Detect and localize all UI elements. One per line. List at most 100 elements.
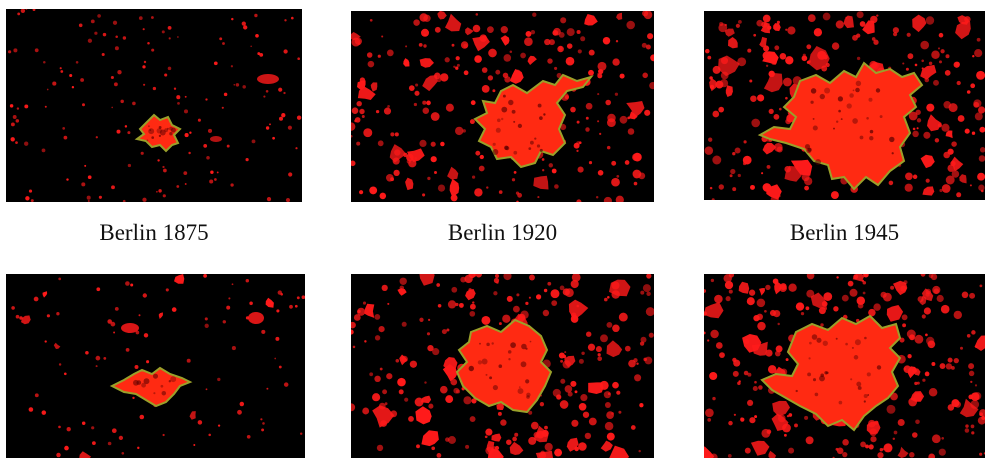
urban-area-map-1945	[704, 11, 985, 200]
settlement-dot	[630, 425, 636, 430]
settlement-dot	[41, 148, 46, 153]
settlement-dot	[565, 56, 575, 66]
settlement-dot	[979, 147, 985, 153]
settlement-cluster	[974, 335, 985, 351]
city-core-texture	[146, 125, 176, 142]
settlement-dot	[354, 37, 362, 45]
settlement-dot	[785, 28, 788, 31]
settlement-dot	[645, 307, 654, 317]
settlement-dot	[294, 304, 298, 308]
settlement-dot	[649, 81, 654, 90]
settlement-dot	[8, 50, 12, 54]
settlement-dot	[938, 32, 944, 38]
settlement-dot	[542, 309, 550, 317]
scattered-settlements	[8, 9, 302, 202]
settlement-dot	[865, 444, 869, 449]
settlement-dot	[445, 395, 454, 404]
settlement-dot	[32, 9, 36, 12]
core-gap	[501, 106, 508, 113]
settlement-dot	[386, 373, 393, 380]
settlement-dot	[804, 177, 813, 186]
settlement-dot	[977, 172, 985, 181]
settlement-dot	[974, 112, 983, 121]
settlement-dot	[599, 132, 602, 135]
settlement-dot	[744, 447, 751, 454]
settlement-dot	[474, 55, 482, 63]
settlement-dot	[81, 182, 86, 187]
settlement-dot	[708, 137, 713, 142]
settlement-dot	[804, 415, 809, 420]
settlement-dot	[718, 106, 725, 113]
settlement-dot	[353, 314, 361, 321]
settlement-cluster	[600, 440, 613, 452]
settlement-dot	[359, 190, 364, 195]
settlement-cluster	[210, 136, 222, 142]
settlement-dot	[940, 304, 950, 314]
settlement-dot	[102, 32, 107, 37]
settlement-dot	[612, 58, 620, 66]
settlement-dot	[117, 70, 122, 75]
settlement-dot	[171, 307, 177, 312]
settlement-cluster	[959, 174, 967, 184]
settlement-dot	[893, 430, 898, 435]
settlement-cluster	[566, 437, 579, 452]
settlement-cluster	[725, 85, 733, 97]
core-gap	[158, 134, 162, 138]
settlement-dot	[289, 304, 293, 309]
settlement-dot	[707, 55, 712, 60]
settlement-dot	[354, 119, 357, 123]
settlement-dot	[183, 109, 189, 114]
settlement-cluster	[810, 292, 828, 310]
settlement-dot	[947, 357, 953, 363]
settlement-dot	[552, 388, 561, 397]
settlement-cluster	[922, 186, 935, 196]
settlement-dot	[382, 389, 388, 395]
core-gap	[502, 94, 506, 98]
settlement-dot	[10, 122, 15, 127]
core-gap	[854, 339, 861, 346]
settlement-dot	[554, 448, 563, 457]
settlement-dot	[728, 289, 733, 294]
core-gap	[868, 97, 873, 102]
core-gap	[808, 357, 811, 360]
settlement-dot	[554, 66, 558, 70]
settlement-dot	[283, 91, 286, 95]
settlement-dot	[928, 387, 938, 397]
settlement-dot	[567, 391, 573, 397]
settlement-dot	[384, 402, 388, 406]
settlement-dot	[983, 452, 985, 455]
settlement-dot	[375, 109, 380, 114]
settlement-dot	[107, 319, 112, 324]
settlement-dot	[408, 415, 414, 422]
settlement-dot	[193, 444, 196, 446]
settlement-dot	[732, 370, 739, 377]
settlement-dot	[965, 424, 969, 428]
settlement-dot	[177, 102, 180, 105]
settlement-dot	[285, 198, 291, 202]
settlement-dot	[156, 190, 158, 193]
scattered-settlements	[704, 274, 985, 458]
settlement-dot	[135, 330, 140, 335]
core-gap	[149, 129, 152, 131]
settlement-dot	[87, 200, 90, 202]
settlement-cluster	[718, 55, 740, 77]
urban-area-map-row2-large	[704, 274, 985, 458]
settlement-dot	[961, 291, 969, 299]
settlement-dot	[876, 14, 879, 17]
settlement-dot	[140, 151, 144, 155]
settlement-dot	[263, 95, 266, 98]
settlement-dot	[787, 26, 796, 35]
settlement-dot	[395, 359, 400, 363]
settlement-dot	[788, 447, 795, 454]
core-gap	[852, 89, 855, 92]
settlement-cluster	[364, 303, 375, 318]
settlement-dot	[498, 322, 502, 326]
settlement-dot	[953, 310, 962, 320]
settlement-dot	[409, 360, 418, 368]
settlement-dot	[428, 403, 434, 409]
settlement-dot	[401, 321, 407, 327]
settlement-dot	[110, 321, 116, 327]
settlement-dot	[705, 48, 710, 54]
settlement-dot	[28, 189, 33, 193]
settlement-dot	[383, 107, 392, 115]
